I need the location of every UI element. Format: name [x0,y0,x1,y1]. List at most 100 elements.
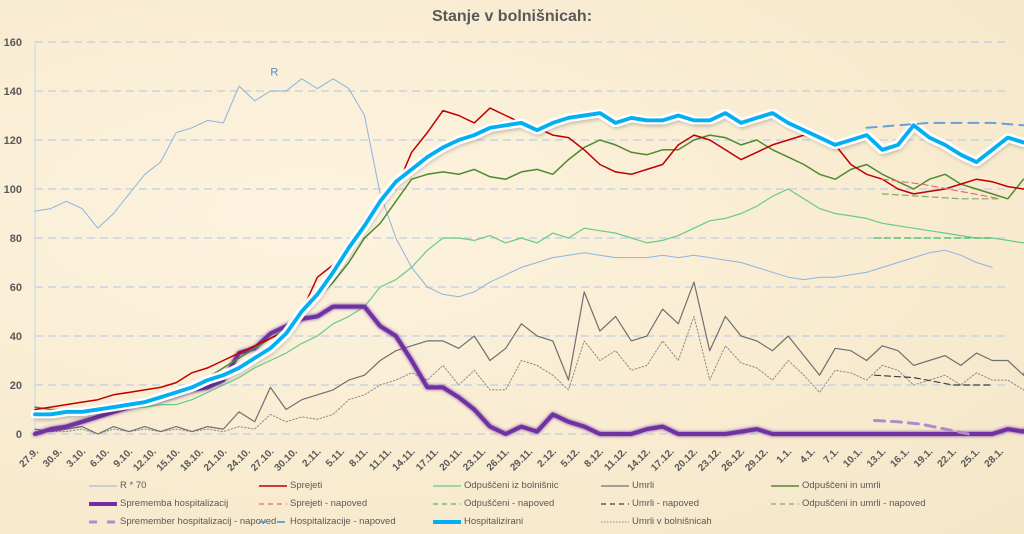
legend-item-umrli_nap: Umrli - napoved [600,498,699,509]
x-tick-label: 6.10. [88,446,112,470]
legend-label: Hospitalizirani [464,516,524,527]
legend-label: Odpuščeni - napoved [464,498,555,509]
series-line-odpusceni_umrli [34,134,1024,411]
series-line-r70 [34,78,993,298]
series-line-odpusceni_umrli_nap [881,193,1001,200]
x-tick-label: 3.10. [65,446,89,470]
legend-label: Sprejeti - napoved [290,498,368,509]
y-tick-label: 80 [10,233,22,245]
series-line-sprememba [33,304,1024,436]
legend-swatch [433,519,461,524]
chart-legend: R * 70 Sprejeti Odpuščeni iz bolnišnic Umrl… [0,480,1024,534]
legend-item-hosp_nap: Hospitalizacije - napoved [258,516,396,527]
legend-label: R * 70 [120,480,147,491]
y-tick-label: 160 [4,37,22,49]
series-line-umrli [34,281,1024,435]
x-tick-label: 17.11. [414,446,441,473]
legend-label: Umrli - napoved [632,498,700,509]
x-tick-label: 2.11. [300,446,323,469]
x-tick-label: 19.1. [912,446,936,470]
x-tick-label: 27.9. [18,446,42,470]
x-tick-label: 15.10. [155,446,183,474]
series-line-sprejeti_nap [881,178,1001,200]
series-line-umrli_nap [873,374,993,386]
legend-item-umrli_bolnisnice: Umrli v bolnišnicah [600,516,712,527]
legend-label: Umrli [632,480,655,491]
x-tick-label: 1.1. [775,446,795,466]
legend-swatch [771,502,799,505]
x-tick-label: 29.12. [743,446,771,474]
x-tick-label: 13.1. [865,446,889,470]
y-tick-label: 20 [10,380,22,392]
legend-label: Hospitalizacije - napoved [290,516,396,527]
x-tick-label: 14.12. [626,446,654,474]
x-tick-label: 17.12. [649,446,677,474]
y-tick-label: 140 [4,86,22,98]
annotation-label: R [270,66,278,78]
legend-item-sprememba_nap: Spremember hospitalizacij - napoved [88,516,276,527]
x-tick-label: 30.10. [273,446,301,474]
y-tick-label: 40 [10,331,22,343]
y-tick-label: 60 [10,282,22,294]
legend-label: Odpuščeni in umrli - napoved [802,498,926,509]
x-tick-label: 16.1. [888,446,912,470]
legend-swatch [89,485,117,486]
series-line-umrli_bolnisnice [34,315,1024,435]
y-tick-label: 0 [16,429,22,441]
x-tick-label: 4.1. [798,446,818,466]
legend-swatch [259,484,287,487]
legend-item-odpusceni_umrli_nap: Odpuščeni in umrli - napoved [770,498,926,509]
x-tick-label: 5.11. [324,446,347,469]
series-line-hospitalizirani [33,111,1024,417]
legend-item-hospitalizirani: Hospitalizirani [432,516,523,527]
x-tick-label: 24.10. [226,446,254,474]
x-tick-label: 21.10. [202,446,230,474]
x-tick-label: 11.11. [368,446,395,473]
x-tick-label: 10.1. [841,446,865,470]
legend-item-sprejeti_nap: Sprejeti - napoved [258,498,367,509]
legend-label: Umrli v bolnišnicah [632,516,712,527]
series-line-hosp_nap [865,121,1024,129]
legend-swatch [89,501,117,506]
legend-swatch [259,502,287,505]
legend-label: Sprejeti [290,480,323,491]
series-line-sprememba_nap [873,419,971,436]
legend-item-umrli: Umrli [600,480,654,491]
legend-swatch [771,484,799,487]
legend-item-odpusceni_nap: Odpuščeni - napoved [432,498,554,509]
x-tick-label: 29.11. [508,446,535,473]
x-tick-label: 20.11. [438,446,465,473]
x-tick-label: 23.11. [461,446,488,473]
x-tick-label: 11.12. [602,446,629,473]
chart-plot: 0 20 40 60 80 100 120 140 160 27.9. 30.9. 3.10. 6.10… [4,37,1024,474]
x-tick-label: 20.12. [673,446,701,474]
legend-swatch [433,502,461,505]
x-tick-label: 30.9. [41,446,65,470]
series-line-sprejeti [34,107,1024,411]
legend-swatch [89,520,117,523]
legend-label: Odpuščeni iz bolnišnic [464,480,559,491]
x-tick-label: 25.1. [959,446,983,470]
y-tick-label: 100 [4,184,22,196]
x-tick-label: 14.11. [391,446,418,473]
x-tick-label: 12.10. [131,446,159,474]
legend-swatch [601,502,629,505]
chart-title: Stanje v bolnišnicah: [431,8,593,25]
legend-item-odpusceni_umrli: Odpuščeni in umrli [770,480,881,491]
x-tick-label: 26.12. [720,446,748,474]
x-tick-label: 5.12. [559,446,583,470]
legend-label: Odpuščeni in umrli [802,480,881,491]
x-tick-label: 23.12. [696,446,724,474]
legend-item-sprejeti: Sprejeti [258,480,322,491]
y-tick-label: 120 [4,135,22,147]
series-line-odpusceni [34,188,1024,413]
legend-swatch [601,521,629,522]
x-tick-label: 22.1. [936,446,960,470]
legend-label: Spremember hospitalizacij - napoved [120,516,277,527]
x-tick-label: 7.1. [822,446,842,466]
x-tick-label: 18.10. [178,446,206,474]
legend-item-odpusceni: Odpuščeni iz bolnišnic [432,480,559,491]
legend-swatch [259,520,287,523]
x-tick-label: 26.11. [485,446,512,473]
